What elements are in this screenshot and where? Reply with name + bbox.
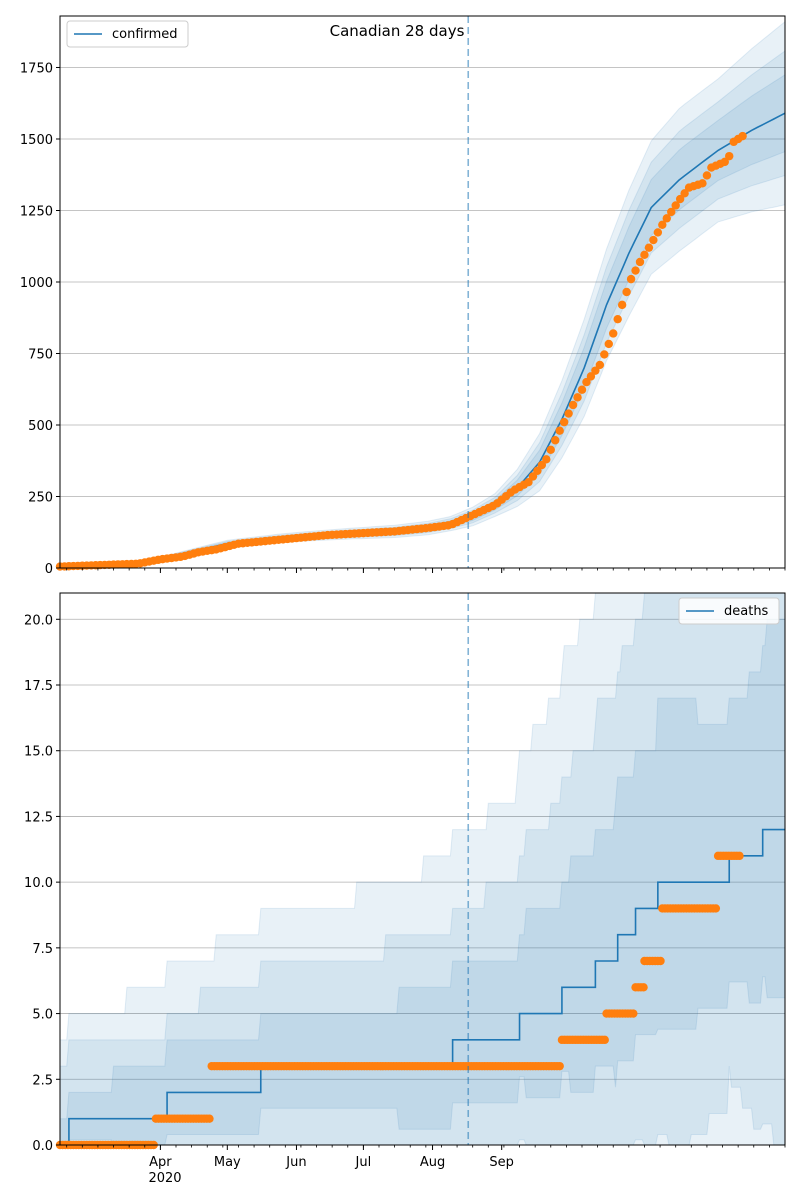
observed-point — [649, 235, 658, 245]
observed-point — [586, 372, 596, 381]
y-tick-label: 500 — [28, 419, 53, 434]
observed-point — [653, 228, 663, 237]
chart-title: Canadian 28 days — [330, 22, 465, 40]
observed-point — [542, 455, 551, 464]
x-tick-label: Jul — [355, 1155, 372, 1170]
observed-point — [577, 385, 587, 394]
observed-point — [635, 257, 645, 267]
x-tick-label: May — [214, 1155, 241, 1170]
deaths-legend: deaths — [678, 597, 780, 625]
observed-point — [537, 460, 547, 470]
deaths-x-axis: Apr May Jun Jul Aug Sep — [66, 1145, 786, 1170]
observed-point — [564, 409, 573, 418]
observed-point — [698, 179, 707, 188]
observed-point — [600, 1035, 609, 1045]
observed-point — [738, 131, 747, 141]
observed-point — [555, 1061, 564, 1071]
legend-label-deaths: deaths — [724, 604, 769, 619]
confirmed-legend: confirmed — [66, 20, 189, 48]
observed-point — [725, 151, 734, 161]
legend-box — [678, 597, 780, 625]
y-tick-label: 1750 — [20, 61, 53, 76]
y-tick-label: 5.0 — [32, 1008, 53, 1023]
observed-point — [546, 445, 555, 454]
x-tick-label: Sep — [489, 1155, 514, 1170]
y-tick-label: 2.5 — [32, 1073, 53, 1088]
observed-point — [551, 436, 560, 445]
y-tick-label: 15.0 — [24, 745, 53, 760]
observed-point — [528, 472, 538, 481]
observed-point — [631, 266, 640, 275]
deaths-median-line — [60, 828, 785, 1146]
x-tick-label: Apr — [149, 1155, 172, 1170]
observed-point — [644, 243, 654, 252]
y-tick-label: 10.0 — [24, 876, 53, 891]
deaths-axes-frame — [59, 592, 786, 1146]
y-tick-label: 20.0 — [24, 613, 53, 628]
observed-point — [604, 339, 613, 349]
observed-point — [667, 207, 676, 217]
observed-point — [656, 956, 665, 966]
observed-point — [629, 1009, 638, 1018]
observed-point — [613, 314, 622, 324]
observed-point — [639, 983, 648, 992]
observed-point — [617, 300, 627, 310]
y-tick-label: 17.5 — [24, 679, 53, 694]
observed-point — [735, 851, 744, 861]
observed-point — [559, 417, 569, 427]
x-axis-year-label: 2020 — [148, 1171, 181, 1186]
observed-point — [609, 329, 618, 338]
legend-label-confirmed: confirmed — [112, 27, 178, 42]
y-tick-label: 1500 — [20, 133, 53, 148]
observed-point — [591, 366, 600, 375]
x-tick-label: Aug — [420, 1155, 445, 1170]
observed-point — [675, 194, 685, 204]
observed-point — [573, 393, 582, 402]
observed-point — [533, 466, 542, 475]
legend-box — [66, 20, 189, 48]
y-tick-label: 12.5 — [24, 810, 53, 825]
x-tick-label: Jun — [285, 1155, 306, 1170]
observed-point — [711, 904, 721, 913]
observed-point — [702, 171, 712, 180]
observed-point — [622, 287, 631, 297]
observed-point — [205, 1114, 214, 1123]
observed-point — [662, 214, 671, 223]
y-tick-label: 0 — [45, 562, 53, 577]
y-tick-label: 250 — [28, 490, 53, 505]
observed-point — [568, 400, 578, 410]
y-tick-label: 1250 — [20, 204, 53, 219]
y-tick-label: 750 — [28, 347, 53, 362]
observed-point — [640, 250, 649, 260]
y-tick-label: 1000 — [20, 276, 53, 291]
observed-point — [595, 360, 605, 370]
confirmed-y-axis: 0 250 500 750 1000 1250 1500 1750 — [20, 61, 60, 577]
observed-point — [600, 350, 609, 359]
observed-point — [582, 377, 591, 387]
observed-point — [720, 157, 729, 167]
observed-point — [555, 426, 564, 435]
observed-point — [524, 477, 533, 487]
observed-point — [626, 274, 636, 284]
y-tick-label: 7.5 — [32, 942, 53, 957]
deaths-panel: 0.0 2.5 5.0 7.5 10.0 12.5 15.0 17.5 20.0 Apr May J… — [24, 592, 786, 1186]
confirmed-x-ticks — [66, 568, 786, 573]
confirmed-axes-frame — [59, 15, 786, 569]
observed-point — [658, 220, 667, 229]
observed-point — [671, 201, 680, 210]
confirmed-panel: 0 250 500 750 1000 1250 1500 1750 Canadian 28 d… — [20, 15, 786, 577]
confirmed-observed-points — [55, 131, 747, 571]
deaths-y-axis: 0.0 2.5 5.0 7.5 10.0 12.5 15.0 17.5 20.0 — [24, 613, 60, 1154]
observed-point — [680, 189, 689, 198]
y-tick-label: 0.0 — [32, 1139, 53, 1154]
